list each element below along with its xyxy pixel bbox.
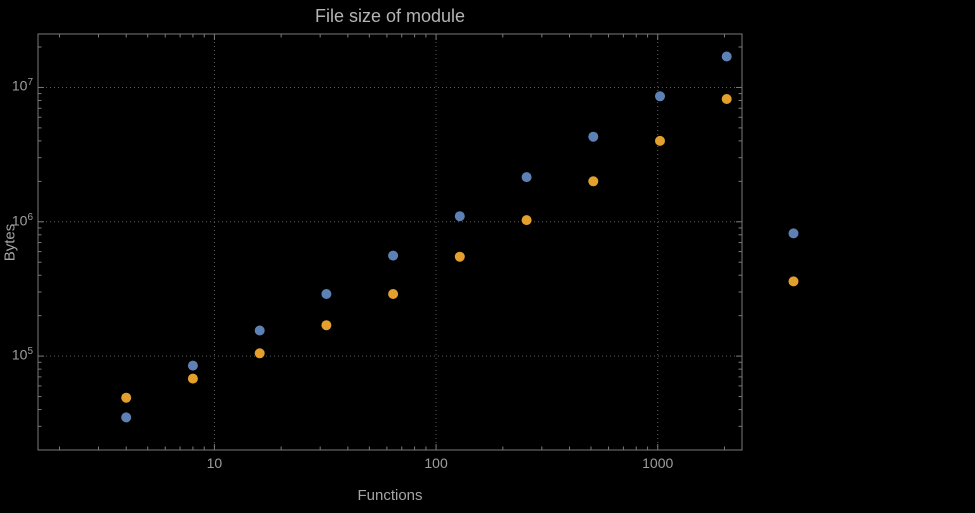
x-axis-label: Functions [357, 487, 423, 504]
data-point-series-2-orange [254, 348, 265, 359]
data-point-series-2-orange [788, 276, 799, 287]
plot-frame [37, 33, 743, 451]
data-point-series-2-orange [321, 320, 332, 331]
data-point-series-1-blue [721, 51, 732, 62]
y-tick-label: 106 [11, 211, 33, 229]
data-point-series-1-blue [187, 360, 198, 371]
data-point-series-1-blue [788, 228, 799, 239]
y-tick-exponent: 6 [27, 211, 33, 223]
y-axis-label: Bytes [1, 223, 19, 262]
y-tick-exponent: 5 [27, 346, 33, 358]
data-point-series-2-orange [721, 94, 732, 104]
data-point-series-1-blue [655, 91, 665, 102]
x-tick-label: 10 [206, 455, 223, 471]
data-point-series-1-blue [521, 172, 532, 183]
x-tick-label: 100 [424, 455, 448, 471]
y-tick-exponent: 7 [27, 77, 33, 89]
data-point-series-2-orange [187, 373, 198, 384]
data-point-series-2-orange [588, 176, 599, 187]
y-tick-label: 107 [11, 77, 33, 95]
y-tick-label: 105 [11, 346, 33, 363]
data-point-series-1-blue [254, 325, 265, 336]
data-point-series-1-blue [588, 131, 599, 142]
data-point-series-1-blue [388, 250, 399, 261]
data-point-series-2-orange [655, 135, 665, 146]
data-point-series-1-blue [321, 289, 332, 299]
data-point-series-1-blue [454, 211, 465, 222]
chart-title: File size of module [314, 6, 466, 26]
data-point-series-1-blue [121, 412, 132, 423]
data-point-series-2-orange [388, 289, 399, 299]
data-point-series-2-orange [521, 215, 532, 226]
data-point-series-2-orange [121, 392, 132, 403]
data-point-series-2-orange [454, 251, 465, 262]
x-tick-label: 1000 [642, 455, 674, 471]
